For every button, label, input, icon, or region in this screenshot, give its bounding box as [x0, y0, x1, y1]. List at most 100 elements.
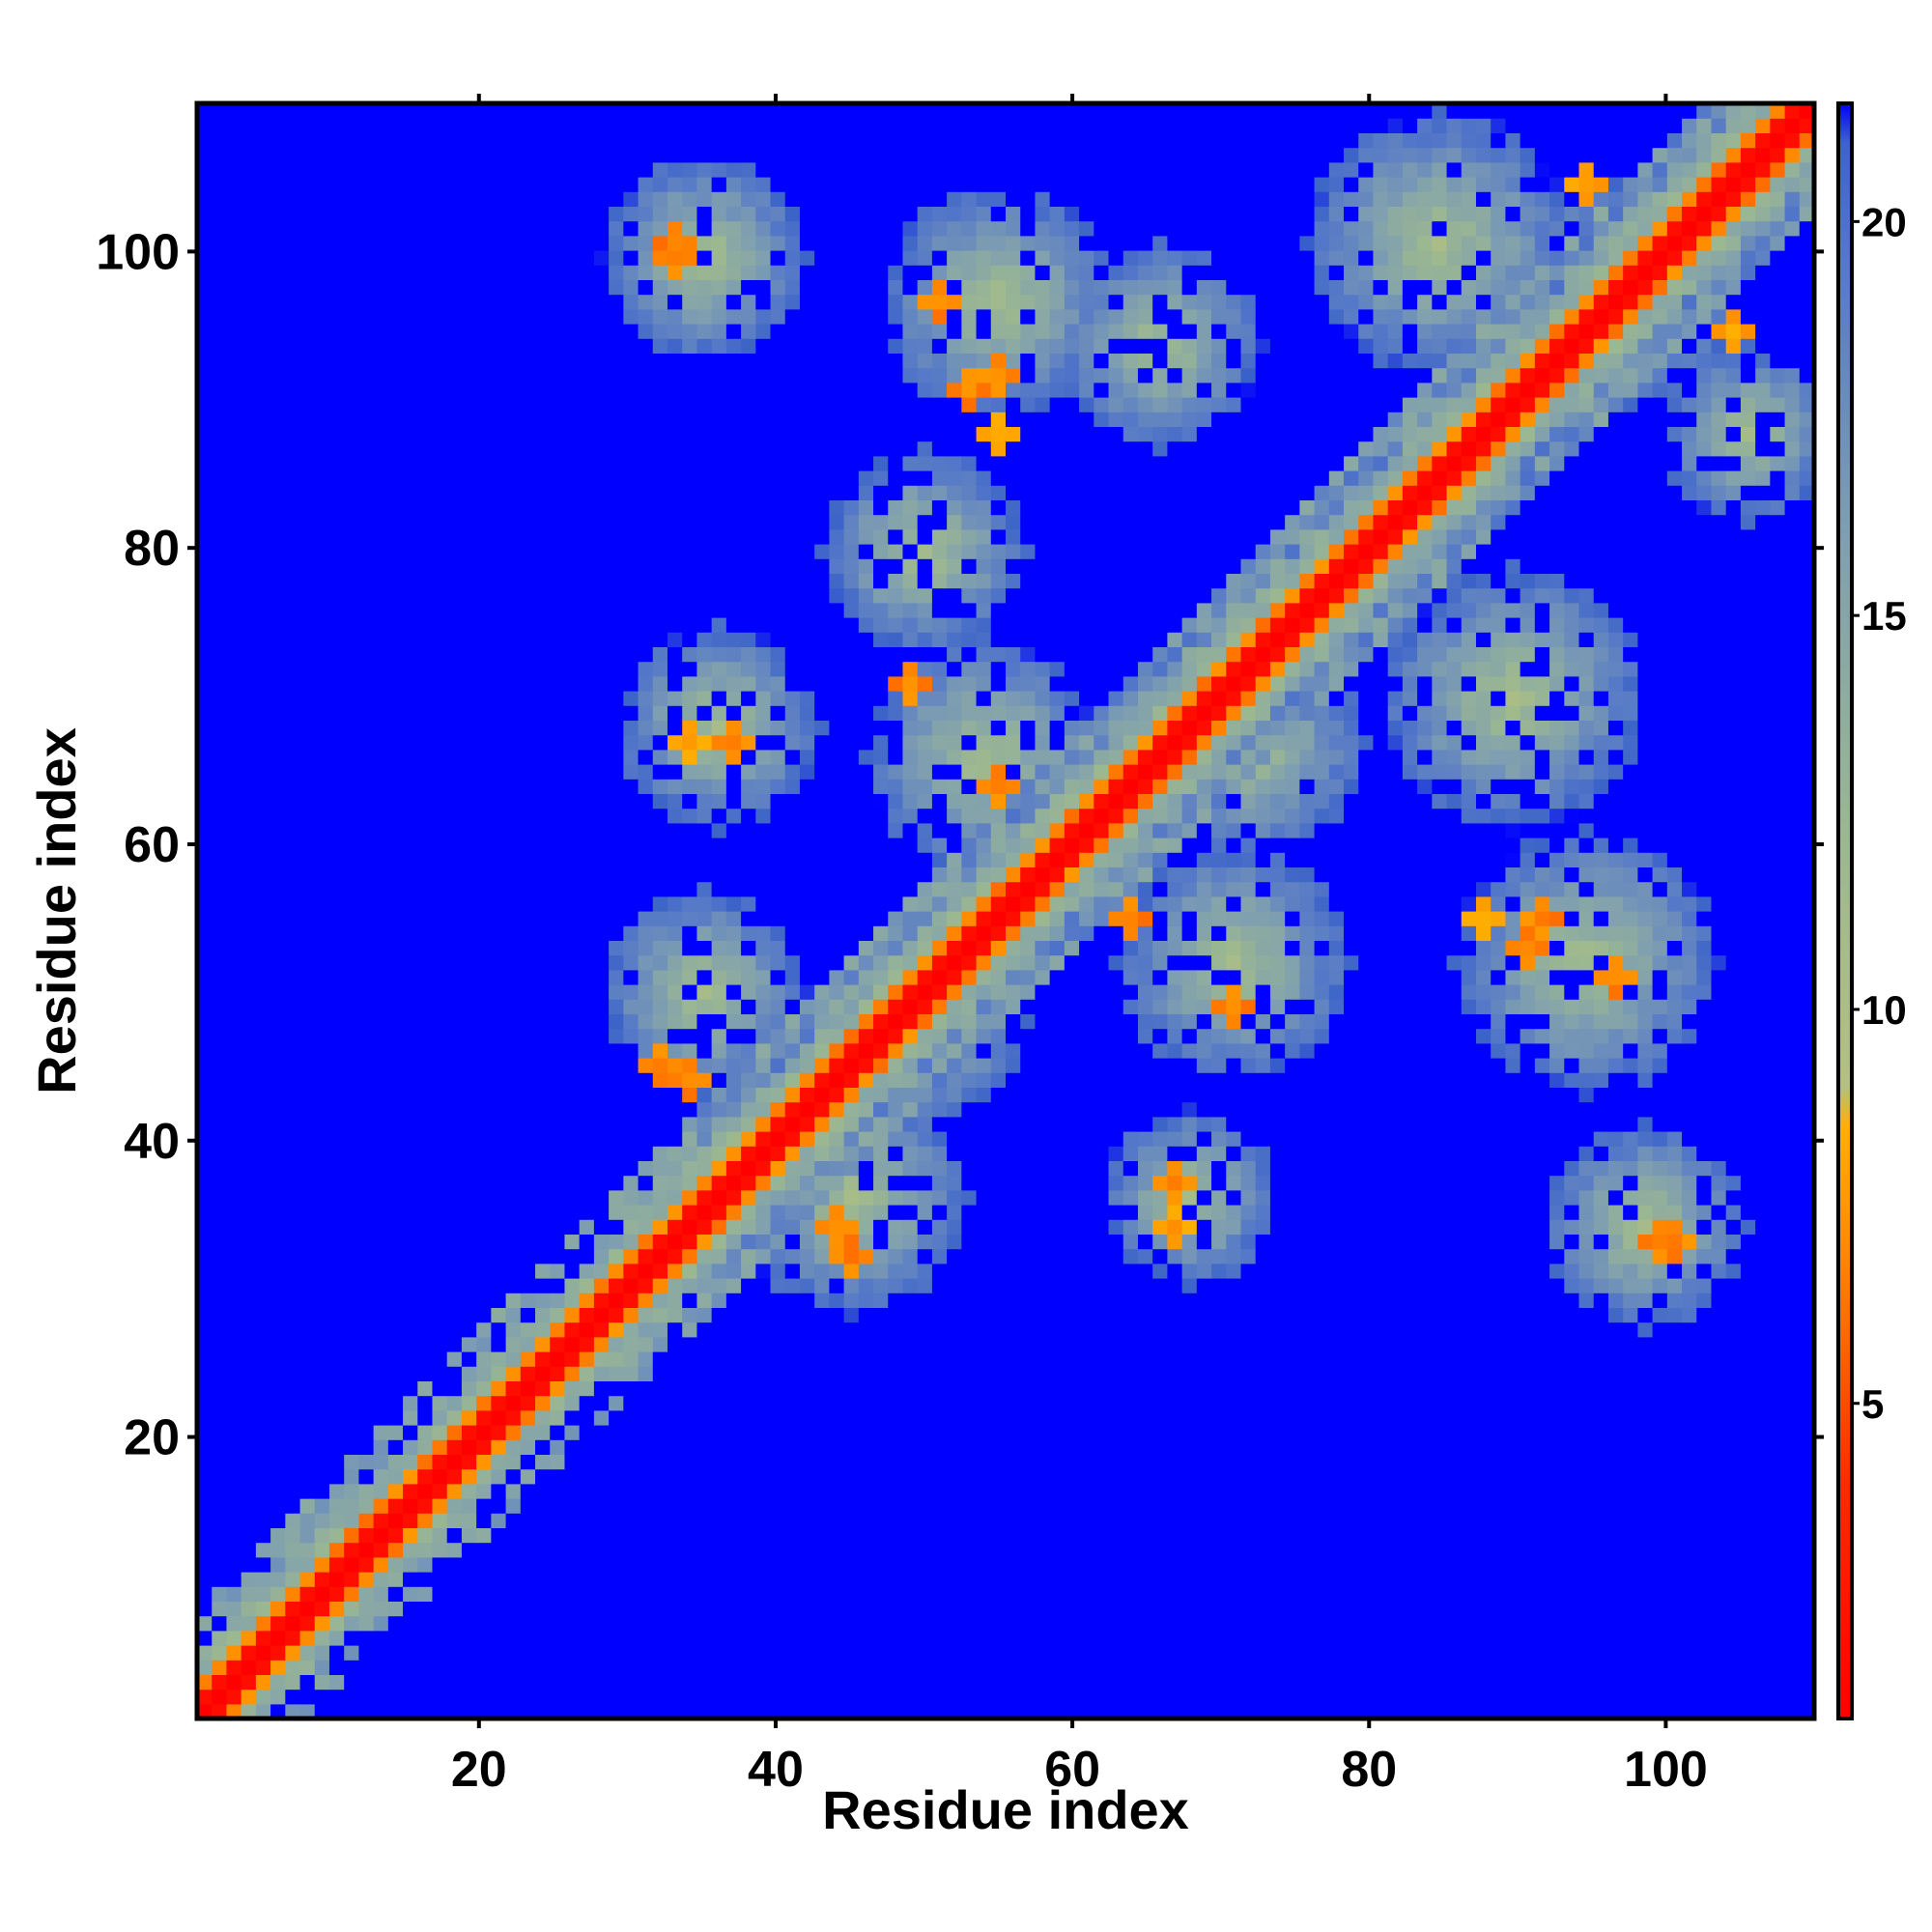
heatmap-cell [770, 1278, 786, 1293]
heatmap-cell [1784, 1439, 1801, 1455]
heatmap-cell [917, 1660, 933, 1675]
heatmap-cell [1799, 1234, 1815, 1250]
heatmap-cell [1784, 1234, 1801, 1250]
heatmap-cell [1064, 1586, 1080, 1602]
heatmap-cell [1770, 1175, 1786, 1191]
heatmap-cell [725, 1645, 742, 1661]
heatmap-cell [387, 1248, 404, 1264]
heatmap-cell [1167, 1527, 1183, 1544]
heatmap-cell [1108, 1293, 1124, 1308]
heatmap-cell [1402, 1468, 1418, 1485]
heatmap-cell [593, 1527, 610, 1544]
heatmap-cell [491, 1160, 507, 1177]
heatmap-cell [725, 1674, 742, 1690]
heatmap-cell [403, 1058, 418, 1073]
heatmap-cell [784, 1395, 801, 1411]
heatmap-cell [1578, 1513, 1595, 1528]
heatmap-cell [1255, 1248, 1271, 1264]
heatmap-cell [1475, 1395, 1492, 1411]
heatmap-cell [1755, 1160, 1771, 1177]
heatmap-cell [564, 1278, 581, 1293]
heatmap-cell [550, 1689, 566, 1705]
heatmap-cell [1402, 1087, 1418, 1103]
heatmap-cell [358, 1234, 375, 1250]
heatmap-cell [1505, 1586, 1521, 1602]
heatmap-cell [1549, 1219, 1565, 1235]
heatmap-cell [1226, 1101, 1242, 1118]
heatmap-cell [1226, 1425, 1242, 1440]
heatmap-cell [1285, 1189, 1300, 1206]
heatmap-cell [1344, 1116, 1359, 1132]
heatmap-cell [814, 1336, 830, 1352]
heatmap-cell [799, 1131, 815, 1147]
heatmap-cell [1740, 1425, 1756, 1440]
heatmap-cell [843, 1101, 860, 1118]
heatmap-cell [1211, 1248, 1227, 1264]
heatmap-cell [1725, 1409, 1742, 1426]
heatmap-cell [888, 1645, 904, 1661]
heatmap-cell [1240, 1351, 1257, 1367]
heatmap-cell [1196, 1175, 1212, 1191]
heatmap-cell [328, 1072, 345, 1088]
heatmap-cell [1152, 1336, 1168, 1352]
heatmap-cell [476, 1351, 492, 1367]
heatmap-cell [432, 1527, 448, 1544]
heatmap-cell [1578, 1160, 1595, 1177]
heatmap-cell [1799, 1660, 1815, 1675]
heatmap-cell [1696, 1395, 1713, 1411]
heatmap-cell [1387, 1321, 1404, 1338]
heatmap-cell [1181, 1689, 1198, 1705]
heatmap-cell [593, 1689, 610, 1705]
heatmap-cell [403, 1160, 418, 1177]
heatmap-cell [299, 1205, 316, 1220]
heatmap-cell [843, 1321, 860, 1338]
heatmap-cell [1020, 1205, 1037, 1220]
heatmap-cell [1167, 1542, 1183, 1558]
heatmap-cell [197, 1542, 213, 1558]
heatmap-cell [1226, 1454, 1242, 1470]
heatmap-cell [1137, 1425, 1153, 1440]
heatmap-cell [770, 1498, 786, 1514]
heatmap-cell [1564, 1674, 1580, 1690]
heatmap-cell [1122, 1263, 1139, 1279]
heatmap-cell [1269, 1307, 1286, 1323]
heatmap-cell [784, 1278, 801, 1293]
heatmap-cell [1387, 1395, 1404, 1411]
heatmap-cell [623, 1468, 639, 1485]
heatmap-cell [197, 1395, 213, 1411]
heatmap-cell [1637, 1278, 1654, 1293]
heatmap-cell [888, 1146, 904, 1161]
heatmap-cells [197, 103, 1815, 1719]
heatmap-cell [1211, 1689, 1227, 1705]
heatmap-cell [1593, 1454, 1609, 1470]
heatmap-cell [931, 1380, 948, 1397]
heatmap-cell [373, 1615, 389, 1632]
heatmap-cell [1269, 1630, 1286, 1646]
heatmap-cell [829, 1572, 845, 1587]
heatmap-cell [299, 1116, 316, 1132]
heatmap-cell [1344, 1556, 1359, 1573]
heatmap-cell [1196, 1630, 1212, 1646]
heatmap-cell [344, 1248, 359, 1264]
heatmap-cell [197, 1468, 213, 1485]
heatmap-cell [564, 1248, 581, 1264]
heatmap-cell [652, 1101, 668, 1118]
heatmap-cell [725, 1219, 742, 1235]
heatmap-cell [623, 1351, 639, 1367]
heatmap-cell [432, 1615, 448, 1632]
heatmap-cell [1211, 1572, 1227, 1587]
heatmap-cell [1461, 1175, 1477, 1191]
heatmap-cell [623, 1601, 639, 1617]
heatmap-cell [241, 1205, 257, 1220]
heatmap-cell [1328, 1293, 1345, 1308]
heatmap-cell [1167, 1278, 1183, 1293]
heatmap-cell [1079, 1483, 1094, 1499]
heatmap-cell [1432, 1703, 1448, 1719]
heatmap-cell [1196, 1572, 1212, 1587]
heatmap-cell [711, 1601, 727, 1617]
heatmap-cell [623, 1483, 639, 1499]
heatmap-cell [520, 1556, 536, 1573]
heatmap-cell [652, 1175, 668, 1191]
heatmap-cell [432, 1263, 448, 1279]
heatmap-cell [1006, 1307, 1021, 1323]
